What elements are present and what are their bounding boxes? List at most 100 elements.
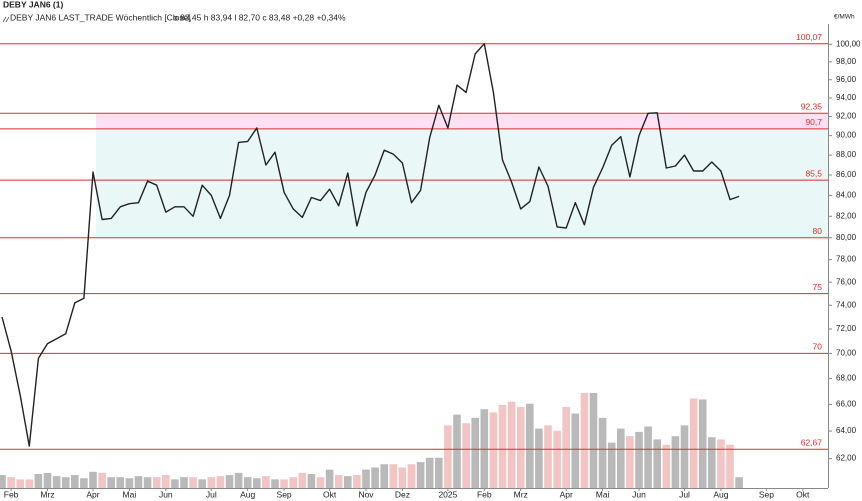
y-tick-label: 72,00 bbox=[836, 324, 857, 333]
volume-bar bbox=[0, 475, 6, 488]
x-tick-label: Feb bbox=[477, 489, 492, 499]
volume-bar bbox=[61, 477, 70, 488]
y-tick-label: 92,00 bbox=[836, 112, 857, 121]
x-tick-label: Mrz bbox=[514, 489, 528, 499]
y-tick-label: 76,00 bbox=[836, 277, 857, 286]
legend-series: DEBY JAN6 LAST_TRADE Wöchentlich [Close] bbox=[10, 12, 191, 22]
volume-bar bbox=[598, 417, 607, 488]
x-tick-label: Jul bbox=[679, 489, 690, 499]
x-tick-label: Jun bbox=[632, 489, 646, 499]
volume-bar bbox=[43, 472, 52, 488]
volume-bar bbox=[344, 476, 352, 488]
volume-bar bbox=[398, 467, 407, 488]
volume-bar bbox=[635, 431, 643, 488]
y-tick-label: 88,00 bbox=[836, 150, 857, 159]
y-tick-label: 96,00 bbox=[836, 75, 857, 84]
x-tick-label: Aug bbox=[713, 489, 728, 499]
y-tick-label: 66,00 bbox=[836, 400, 857, 409]
volume-bar bbox=[516, 407, 525, 488]
volume-bars bbox=[0, 393, 743, 488]
volume-bar bbox=[116, 477, 125, 488]
y-tick-label: 90,00 bbox=[836, 131, 857, 140]
volume-bar bbox=[735, 477, 743, 488]
volume-bar bbox=[671, 436, 680, 488]
x-tick-label: Mrz bbox=[40, 489, 54, 499]
volume-bar bbox=[125, 478, 134, 488]
volume-bar bbox=[198, 479, 206, 488]
volume-bar bbox=[498, 404, 507, 488]
volume-bar bbox=[644, 426, 652, 488]
volume-bar bbox=[526, 403, 534, 488]
y-tick-label: 100,00 bbox=[836, 39, 861, 48]
y-tick-label: 78,00 bbox=[836, 255, 857, 264]
volume-bar bbox=[25, 479, 34, 488]
volume-bar bbox=[80, 478, 88, 488]
x-tick-label: 2025 bbox=[438, 489, 457, 499]
quote: o 83,45 h 83,94 l 82,70 c 83,48 +0,28 +0… bbox=[173, 12, 346, 22]
volume-bar bbox=[480, 409, 489, 488]
volume-bar bbox=[407, 464, 416, 488]
volume-bar bbox=[708, 437, 716, 488]
y-tick-label: 62,00 bbox=[836, 454, 857, 463]
volume-bar bbox=[189, 477, 197, 488]
x-tick-label: Mai bbox=[596, 489, 610, 499]
volume-bar bbox=[571, 413, 580, 488]
volume-bar bbox=[162, 475, 170, 488]
volume-bar bbox=[589, 393, 598, 488]
x-tick-label: Jun bbox=[159, 489, 173, 499]
x-tick-label: Sep bbox=[277, 489, 292, 499]
y-tick-label: 80,00 bbox=[836, 233, 857, 242]
volume-bar bbox=[143, 477, 152, 488]
volume-bar bbox=[307, 473, 316, 488]
zone bbox=[96, 128, 828, 238]
volume-bar bbox=[607, 442, 616, 488]
x-tick-label: Mai bbox=[123, 489, 137, 499]
y-tick-label: 86,00 bbox=[836, 170, 857, 179]
volume-bar bbox=[471, 417, 479, 488]
volume-bar bbox=[544, 425, 552, 488]
volume-bar bbox=[489, 412, 498, 488]
volume-bar bbox=[444, 425, 452, 488]
volume-bar bbox=[89, 471, 97, 488]
level-label: 100,07 bbox=[796, 32, 822, 42]
volume-bar bbox=[216, 476, 225, 488]
unit-label: €/MWh bbox=[834, 14, 855, 21]
volume-bar bbox=[353, 475, 361, 488]
volume-bar bbox=[416, 462, 425, 488]
volume-bar bbox=[462, 423, 470, 488]
volume-bar bbox=[389, 464, 398, 488]
level-label: 75 bbox=[813, 282, 823, 292]
volume-bar bbox=[253, 478, 261, 488]
y-tick-label: 74,00 bbox=[836, 300, 857, 309]
volume-bar bbox=[107, 477, 115, 488]
price-line bbox=[1, 43, 740, 447]
volume-bar bbox=[334, 475, 343, 488]
x-tick-label: Nov bbox=[358, 489, 374, 499]
volume-bar bbox=[562, 407, 570, 488]
volume-bar bbox=[225, 475, 234, 488]
x-tick-label: Jul bbox=[206, 489, 217, 499]
volume-bar bbox=[371, 467, 379, 488]
x-tick-label: Okt bbox=[796, 489, 810, 499]
volume-bar bbox=[71, 475, 79, 488]
volume-bar bbox=[180, 477, 188, 488]
y-tick-label: 84,00 bbox=[836, 191, 857, 200]
volume-bar bbox=[262, 476, 270, 488]
y-tick-label: 94,00 bbox=[836, 93, 857, 102]
volume-bar bbox=[243, 477, 252, 488]
x-tick-label: Apr bbox=[560, 489, 573, 499]
volume-bar bbox=[380, 464, 388, 488]
volume-bar bbox=[34, 473, 43, 488]
y-tick-label: 68,00 bbox=[836, 374, 857, 383]
y-tick-label: 64,00 bbox=[836, 426, 857, 435]
volume-bar bbox=[662, 444, 671, 488]
volume-bar bbox=[425, 457, 434, 488]
x-tick-label: Okt bbox=[323, 489, 337, 499]
x-tick-label: Aug bbox=[240, 489, 255, 499]
y-tick-label: 98,00 bbox=[836, 57, 857, 66]
volume-bar bbox=[580, 393, 589, 488]
chart-title: DEBY JAN6 (1) bbox=[3, 0, 63, 9]
volume-bar bbox=[234, 472, 243, 488]
volume-bar bbox=[507, 401, 516, 488]
